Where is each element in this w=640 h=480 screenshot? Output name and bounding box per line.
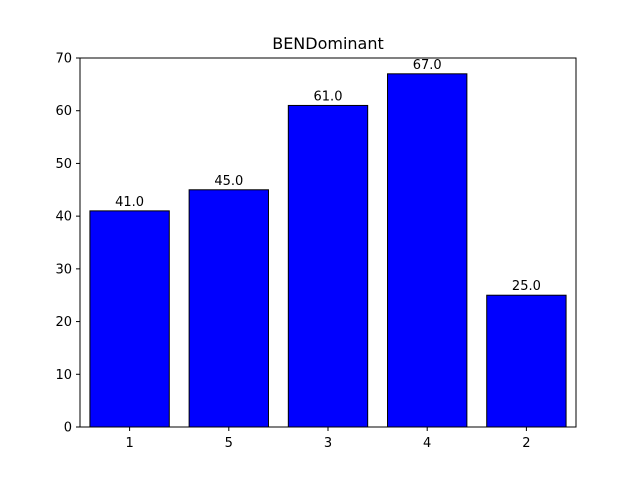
bar-value-label: 67.0 — [413, 58, 442, 73]
bar-value-label: 41.0 — [115, 195, 144, 210]
x-tick-label: 3 — [324, 436, 332, 451]
y-tick-label: 40 — [55, 210, 72, 225]
x-tick-label: 1 — [125, 436, 133, 451]
y-axis: 0 10 20 30 40 50 60 70 — [55, 52, 80, 436]
bar-4 — [387, 73, 468, 428]
y-tick-label: 20 — [55, 315, 72, 330]
bar-5 — [188, 189, 269, 428]
bar-value-label: 25.0 — [512, 279, 541, 294]
bar-2 — [486, 294, 567, 428]
y-tick-label: 10 — [55, 368, 72, 383]
bar-1 — [89, 210, 170, 428]
chart-title: BENDominant — [272, 34, 384, 53]
data-labels-group: 41.0 45.0 61.0 67.0 25.0 — [115, 58, 541, 294]
bar-value-label: 61.0 — [314, 89, 343, 104]
y-tick-label: 60 — [55, 104, 72, 119]
bars-group — [89, 73, 567, 428]
bar-value-label: 45.0 — [214, 174, 243, 189]
plot-frame — [79, 57, 577, 428]
y-tick-label: 30 — [55, 262, 72, 277]
y-tick-label: 0 — [64, 421, 72, 436]
y-tick-label: 70 — [55, 52, 72, 67]
x-axis: 1 5 3 4 2 — [125, 427, 531, 451]
x-tick-label: 2 — [522, 436, 530, 451]
bar-3 — [287, 104, 369, 428]
y-tick-label: 50 — [55, 157, 72, 172]
x-tick-label: 5 — [225, 436, 233, 451]
x-tick-label: 4 — [423, 436, 431, 451]
